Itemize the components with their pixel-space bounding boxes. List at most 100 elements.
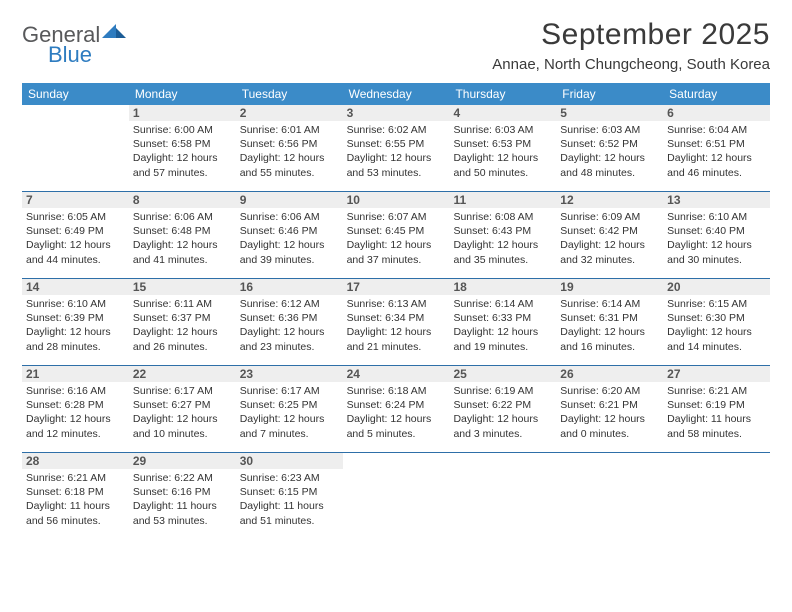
sunset-text: Sunset: 6:25 PM [240,398,339,412]
sunset-text: Sunset: 6:24 PM [347,398,446,412]
day-cell: 17Sunrise: 6:13 AMSunset: 6:34 PMDayligh… [343,279,450,365]
day-number: 30 [236,453,343,469]
sunrise-text: Sunrise: 6:15 AM [667,297,766,311]
daylight-text: Daylight: 12 hours and 53 minutes. [347,151,446,179]
sunrise-text: Sunrise: 6:19 AM [453,384,552,398]
dow-friday: Friday [556,87,663,101]
day-body: Sunrise: 6:03 AMSunset: 6:52 PMDaylight:… [560,123,659,180]
dow-wednesday: Wednesday [343,87,450,101]
sunset-text: Sunset: 6:39 PM [26,311,125,325]
day-number: 14 [22,279,129,295]
day-number: 26 [556,366,663,382]
sunrise-text: Sunrise: 6:13 AM [347,297,446,311]
day-body: Sunrise: 6:21 AMSunset: 6:18 PMDaylight:… [26,471,125,528]
day-body: Sunrise: 6:17 AMSunset: 6:27 PMDaylight:… [133,384,232,441]
day-body: Sunrise: 6:10 AMSunset: 6:40 PMDaylight:… [667,210,766,267]
dow-monday: Monday [129,87,236,101]
day-number: 22 [129,366,236,382]
sunset-text: Sunset: 6:36 PM [240,311,339,325]
daylight-text: Daylight: 11 hours and 53 minutes. [133,499,232,527]
daylight-text: Daylight: 12 hours and 23 minutes. [240,325,339,353]
sunrise-text: Sunrise: 6:14 AM [453,297,552,311]
sunrise-text: Sunrise: 6:04 AM [667,123,766,137]
day-body: Sunrise: 6:04 AMSunset: 6:51 PMDaylight:… [667,123,766,180]
daylight-text: Daylight: 12 hours and 26 minutes. [133,325,232,353]
daylight-text: Daylight: 12 hours and 16 minutes. [560,325,659,353]
day-body: Sunrise: 6:09 AMSunset: 6:42 PMDaylight:… [560,210,659,267]
day-cell: 15Sunrise: 6:11 AMSunset: 6:37 PMDayligh… [129,279,236,365]
day-number [449,453,556,469]
daylight-text: Daylight: 12 hours and 46 minutes. [667,151,766,179]
sunset-text: Sunset: 6:48 PM [133,224,232,238]
day-cell [343,453,450,539]
day-body: Sunrise: 6:12 AMSunset: 6:36 PMDaylight:… [240,297,339,354]
day-cell: 10Sunrise: 6:07 AMSunset: 6:45 PMDayligh… [343,192,450,278]
daylight-text: Daylight: 12 hours and 10 minutes. [133,412,232,440]
sunrise-text: Sunrise: 6:14 AM [560,297,659,311]
day-cell: 3 Sunrise: 6:02 AMSunset: 6:55 PMDaylight… [343,105,450,191]
daylight-text: Daylight: 12 hours and 3 minutes. [453,412,552,440]
sunrise-text: Sunrise: 6:23 AM [240,471,339,485]
day-number: 23 [236,366,343,382]
day-cell: 8Sunrise: 6:06 AMSunset: 6:48 PMDaylight… [129,192,236,278]
day-number: 19 [556,279,663,295]
day-body: Sunrise: 6:18 AMSunset: 6:24 PMDaylight:… [347,384,446,441]
day-cell: 11Sunrise: 6:08 AMSunset: 6:43 PMDayligh… [449,192,556,278]
day-cell: 24Sunrise: 6:18 AMSunset: 6:24 PMDayligh… [343,366,450,452]
day-cell: 20Sunrise: 6:15 AMSunset: 6:30 PMDayligh… [663,279,770,365]
day-body: Sunrise: 6:19 AMSunset: 6:22 PMDaylight:… [453,384,552,441]
day-cell: 21Sunrise: 6:16 AMSunset: 6:28 PMDayligh… [22,366,129,452]
day-cell: 14Sunrise: 6:10 AMSunset: 6:39 PMDayligh… [22,279,129,365]
sunrise-text: Sunrise: 6:03 AM [560,123,659,137]
sunrise-text: Sunrise: 6:20 AM [560,384,659,398]
week-row: 1Sunrise: 6:00 AMSunset: 6:58 PMDaylight… [22,105,770,192]
day-body: Sunrise: 6:20 AMSunset: 6:21 PMDaylight:… [560,384,659,441]
daylight-text: Daylight: 11 hours and 58 minutes. [667,412,766,440]
sunrise-text: Sunrise: 6:17 AM [133,384,232,398]
day-body: Sunrise: 6:16 AMSunset: 6:28 PMDaylight:… [26,384,125,441]
daylight-text: Daylight: 12 hours and 5 minutes. [347,412,446,440]
sunset-text: Sunset: 6:30 PM [667,311,766,325]
daylight-text: Daylight: 12 hours and 39 minutes. [240,238,339,266]
daylight-text: Daylight: 12 hours and 35 minutes. [453,238,552,266]
day-body: Sunrise: 6:23 AMSunset: 6:15 PMDaylight:… [240,471,339,528]
sunrise-text: Sunrise: 6:17 AM [240,384,339,398]
sunrise-text: Sunrise: 6:03 AM [453,123,552,137]
calendar-page: General Blue September 2025 Annae, North… [0,0,792,612]
daylight-text: Daylight: 12 hours and 12 minutes. [26,412,125,440]
day-cell: 26 Sunrise: 6:20 AMSunset: 6:21 PMDayligh… [556,366,663,452]
day-cell: 6Sunrise: 6:04 AMSunset: 6:51 PMDaylight… [663,105,770,191]
day-cell: 29Sunrise: 6:22 AMSunset: 6:16 PMDayligh… [129,453,236,539]
sunrise-text: Sunrise: 6:07 AM [347,210,446,224]
day-number [556,453,663,469]
day-body: Sunrise: 6:21 AMSunset: 6:19 PMDaylight:… [667,384,766,441]
day-cell: 13Sunrise: 6:10 AMSunset: 6:40 PMDayligh… [663,192,770,278]
sunrise-text: Sunrise: 6:00 AM [133,123,232,137]
day-cell: 2Sunrise: 6:01 AMSunset: 6:56 PMDaylight… [236,105,343,191]
day-body: Sunrise: 6:17 AMSunset: 6:25 PMDaylight:… [240,384,339,441]
sunrise-text: Sunrise: 6:12 AM [240,297,339,311]
day-body: Sunrise: 6:02 AMSunset: 6:55 PMDaylight:… [347,123,446,180]
sunrise-text: Sunrise: 6:06 AM [133,210,232,224]
daylight-text: Daylight: 12 hours and 0 minutes. [560,412,659,440]
day-number: 3 [343,105,450,121]
day-number: 7 [22,192,129,208]
sunrise-text: Sunrise: 6:16 AM [26,384,125,398]
day-cell [22,105,129,191]
day-body: Sunrise: 6:14 AMSunset: 6:33 PMDaylight:… [453,297,552,354]
daylight-text: Daylight: 12 hours and 21 minutes. [347,325,446,353]
day-body: Sunrise: 6:22 AMSunset: 6:16 PMDaylight:… [133,471,232,528]
sunrise-text: Sunrise: 6:18 AM [347,384,446,398]
sunset-text: Sunset: 6:18 PM [26,485,125,499]
day-body: Sunrise: 6:14 AMSunset: 6:31 PMDaylight:… [560,297,659,354]
day-cell: 30 Sunrise: 6:23 AMSunset: 6:15 PMDayligh… [236,453,343,539]
week-row: 14Sunrise: 6:10 AMSunset: 6:39 PMDayligh… [22,279,770,366]
day-cell: 23 Sunrise: 6:17 AMSunset: 6:25 PMDayligh… [236,366,343,452]
sunset-text: Sunset: 6:42 PM [560,224,659,238]
day-number: 16 [236,279,343,295]
sunset-text: Sunset: 6:16 PM [133,485,232,499]
sunset-text: Sunset: 6:49 PM [26,224,125,238]
day-number: 18 [449,279,556,295]
sunrise-text: Sunrise: 6:06 AM [240,210,339,224]
sunrise-text: Sunrise: 6:05 AM [26,210,125,224]
